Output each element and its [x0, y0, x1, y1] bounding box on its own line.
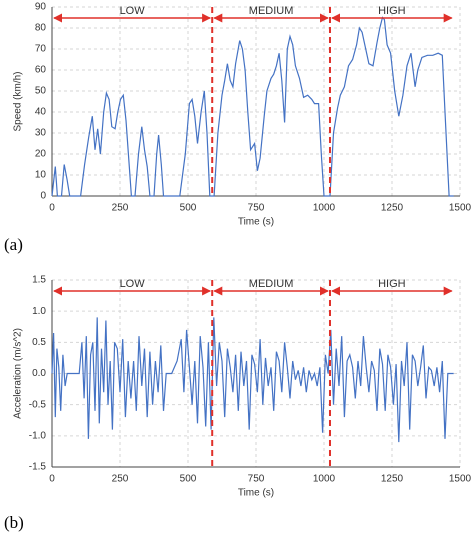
y-tick-label: -1.5 — [29, 462, 47, 473]
y-tick-label: 20 — [35, 149, 47, 160]
x-tick-label: 0 — [49, 203, 55, 214]
x-tick-label: 250 — [112, 474, 129, 485]
phase-label: MEDIUM — [249, 278, 294, 290]
y-tick-label: 0 — [40, 191, 46, 202]
x-tick-label: 250 — [112, 203, 129, 214]
y-tick-label: -0.5 — [29, 399, 47, 410]
phase-label: LOW — [120, 278, 146, 290]
data-line — [51, 16, 454, 197]
y-tick-label: 1.0 — [32, 306, 46, 317]
panel-label: (b) — [4, 513, 24, 532]
phase-label: LOW — [120, 5, 146, 17]
y-tick-label: 40 — [35, 107, 47, 118]
x-tick-label: 500 — [180, 203, 197, 214]
x-axis-title: Time (s) — [238, 488, 274, 499]
x-tick-label: 1250 — [381, 474, 404, 485]
phase-label: MEDIUM — [249, 5, 294, 17]
y-tick-label: 90 — [35, 2, 47, 13]
phase-label: HIGH — [378, 5, 406, 17]
x-tick-label: 1500 — [449, 474, 472, 485]
x-tick-label: 750 — [248, 474, 265, 485]
phase-label: HIGH — [378, 278, 406, 290]
y-tick-label: 1.5 — [32, 275, 46, 286]
x-tick-label: 1250 — [381, 203, 404, 214]
y-tick-label: 50 — [35, 86, 47, 97]
x-tick-label: 1000 — [313, 474, 336, 485]
x-tick-label: 500 — [180, 474, 197, 485]
x-tick-label: 1000 — [313, 203, 336, 214]
y-axis-title: Speed (km/h) — [13, 71, 24, 131]
y-tick-label: 70 — [35, 44, 47, 55]
y-tick-label: 0.5 — [32, 337, 46, 348]
x-tick-label: 750 — [248, 203, 265, 214]
y-tick-label: 80 — [35, 23, 47, 34]
y-tick-label: 30 — [35, 128, 47, 139]
panel-label: (a) — [4, 235, 23, 254]
y-axis-title: Acceleration (m/s^2) — [13, 328, 24, 419]
y-tick-label: 60 — [35, 65, 47, 76]
x-tick-label: 1500 — [449, 203, 472, 214]
y-tick-label: -1.0 — [29, 430, 47, 441]
data-line — [51, 317, 454, 443]
x-tick-label: 0 — [49, 474, 55, 485]
x-axis-title: Time (s) — [238, 217, 274, 228]
y-tick-label: 0.0 — [32, 368, 46, 379]
y-tick-label: 10 — [35, 170, 47, 181]
